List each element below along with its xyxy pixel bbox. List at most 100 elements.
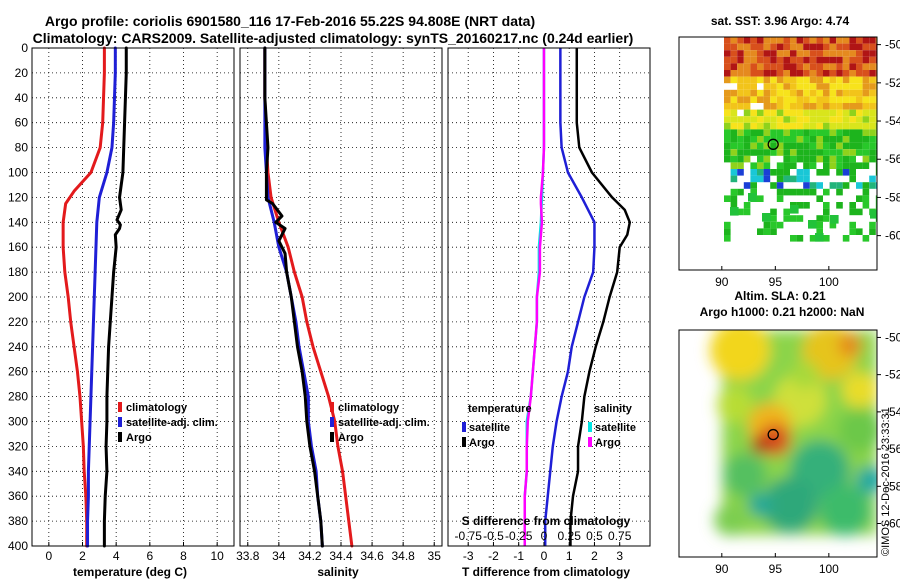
sst-cell — [763, 175, 771, 183]
sla-map-frame — [678, 329, 878, 558]
sst-cell — [750, 182, 757, 189]
sst-cell — [790, 235, 797, 242]
sst-cell — [823, 215, 830, 222]
legend-swatch — [330, 402, 334, 412]
sst-cell — [737, 43, 744, 51]
sst-cell — [737, 188, 744, 196]
sst-cell — [783, 96, 790, 103]
sst-cell — [770, 56, 777, 64]
sst-cell — [750, 122, 757, 130]
sst-cell — [724, 195, 731, 202]
sst-cell — [730, 70, 738, 77]
sst-cell — [816, 70, 823, 77]
sst-cell — [757, 142, 764, 150]
sst-cell — [823, 63, 830, 70]
legend-swatch — [462, 422, 466, 432]
sst-cell — [869, 136, 876, 143]
sst-cell — [783, 149, 790, 156]
sst-cell — [783, 89, 790, 97]
map-lon-label: 100 — [819, 562, 839, 576]
sst-cell — [724, 96, 731, 103]
sst-cell — [836, 162, 843, 169]
sst-cell — [856, 56, 863, 64]
x-tick-label: 2 — [79, 549, 86, 563]
sst-cell — [849, 129, 856, 136]
sst-cell — [796, 56, 804, 64]
depth-tick-label: 380 — [8, 514, 28, 528]
x-tick-label: 0 — [541, 549, 548, 563]
sst-cell — [842, 155, 850, 163]
legend-label: Argo — [338, 432, 364, 444]
sst-cell — [862, 202, 870, 209]
sst-cell — [816, 155, 823, 163]
sst-cell — [757, 175, 764, 183]
sst-cell — [842, 162, 850, 169]
sst-cell — [803, 56, 810, 64]
x-tick-label: 10 — [210, 549, 224, 563]
sst-cell — [849, 136, 856, 143]
sst-cell — [816, 142, 823, 150]
map-lat-label: -52 — [885, 368, 900, 382]
depth-tick-label: 0 — [21, 41, 28, 55]
depth-tick-label: 180 — [8, 265, 28, 279]
sst-cell — [724, 37, 731, 44]
sst-cell — [856, 103, 863, 110]
depth-tick-label: 120 — [8, 190, 28, 204]
sst-cell — [776, 109, 784, 117]
sst-cell — [743, 155, 751, 163]
sst-cell — [856, 96, 863, 103]
sst-cell — [783, 83, 790, 90]
sst-cell — [763, 56, 771, 64]
sst-cell — [730, 63, 738, 70]
series-line-climatology — [263, 46, 354, 548]
sst-cell — [724, 76, 731, 84]
sst-cell — [829, 56, 837, 64]
series-line-satellite-adj-clim- — [86, 46, 117, 548]
sst-cell — [783, 175, 790, 183]
sst-cell — [757, 129, 764, 136]
sst-cell — [763, 221, 771, 229]
map-lat-label: -60 — [885, 517, 900, 531]
sst-cell — [724, 228, 731, 235]
sst-cell — [823, 162, 830, 169]
sla-blob — [838, 408, 877, 452]
temperature-grid — [32, 47, 234, 547]
sst-cell — [796, 89, 804, 97]
sst-cell — [809, 188, 817, 196]
sst-cell — [730, 116, 738, 123]
sst-cell — [809, 136, 817, 143]
sst-cell — [737, 142, 744, 150]
sst-cell — [816, 215, 823, 222]
sst-cell — [856, 116, 863, 123]
sst-cell — [737, 83, 744, 90]
sst-cell — [803, 37, 810, 44]
sst-cell — [796, 109, 804, 117]
sst-cell — [808, 220, 817, 229]
depth-tick-label: 160 — [8, 240, 28, 254]
sst-cell — [763, 129, 771, 136]
sst-cell — [849, 43, 856, 51]
sst-cell — [770, 63, 777, 70]
x-tick-label: 34.8 — [391, 549, 415, 563]
sst-cell — [836, 142, 843, 150]
sst-cell — [875, 122, 877, 130]
sst-cell — [849, 50, 856, 57]
sst-cell — [869, 103, 876, 110]
sst-cell — [809, 96, 817, 103]
sst-cell — [816, 109, 823, 117]
sst-cell — [862, 63, 870, 70]
sst-cell — [776, 182, 784, 189]
sst-cell — [875, 37, 877, 44]
sst-cell — [783, 43, 790, 51]
sst-cell — [836, 37, 843, 44]
sst-cell — [743, 83, 751, 90]
sst-cell — [776, 149, 784, 156]
sst-cell — [770, 129, 777, 136]
sst-cell — [763, 89, 771, 97]
sst-cell — [842, 129, 850, 136]
sst-cell — [823, 188, 830, 196]
sst-cell — [836, 70, 843, 77]
sst-cell — [783, 70, 790, 77]
sla-blob — [791, 361, 819, 389]
sst-cell — [737, 208, 744, 216]
